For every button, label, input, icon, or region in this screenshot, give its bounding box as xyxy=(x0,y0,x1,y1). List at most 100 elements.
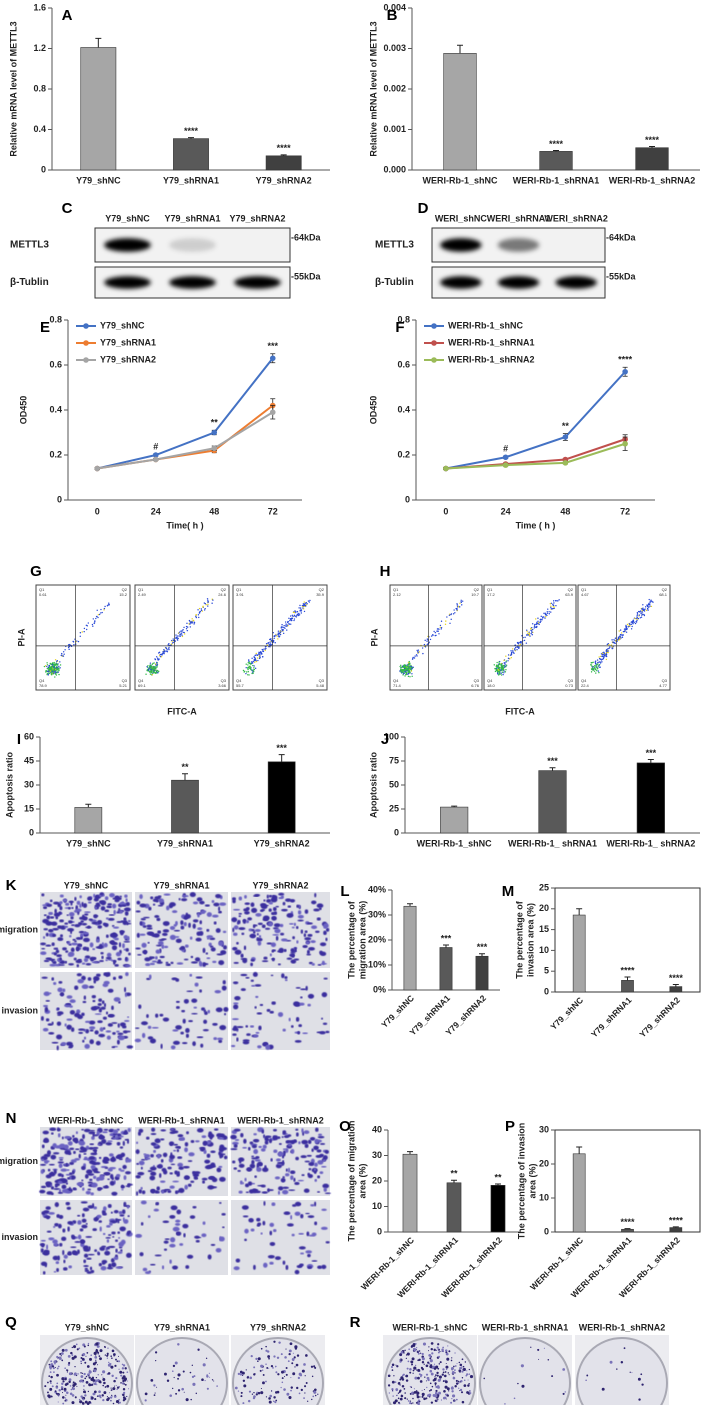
event-dot xyxy=(526,629,528,631)
colony xyxy=(417,1359,420,1362)
event-dot xyxy=(440,628,442,630)
event-dot xyxy=(176,639,179,641)
cell xyxy=(282,1260,286,1265)
colony xyxy=(107,1372,111,1375)
cell xyxy=(233,1025,238,1030)
cell xyxy=(286,913,294,918)
cell xyxy=(213,902,220,907)
colony xyxy=(96,1344,100,1348)
event-dot xyxy=(243,671,245,673)
cell xyxy=(172,1040,180,1045)
error-bar xyxy=(553,150,559,152)
colony xyxy=(417,1352,420,1355)
event-dot xyxy=(439,626,441,629)
colony xyxy=(530,1346,532,1348)
event-dot xyxy=(92,625,94,627)
colony xyxy=(85,1375,88,1378)
cell xyxy=(68,951,75,957)
colony xyxy=(448,1374,450,1376)
event-dot xyxy=(496,666,498,668)
colony xyxy=(71,1394,75,1397)
event-dot xyxy=(53,661,55,664)
cell xyxy=(291,926,295,929)
cell xyxy=(181,898,188,902)
colony xyxy=(285,1367,288,1370)
cell xyxy=(43,1153,51,1158)
event-dot xyxy=(553,606,555,608)
cell xyxy=(249,1163,256,1169)
colony xyxy=(61,1396,65,1399)
cell xyxy=(149,1166,157,1171)
colony xyxy=(216,1385,218,1387)
event-dot xyxy=(264,648,267,650)
quadrant-value: 63.9 xyxy=(565,592,574,597)
quadrant-value: 0.61 xyxy=(39,592,48,597)
cell xyxy=(66,1024,72,1030)
event-dot xyxy=(422,652,424,655)
event-dot xyxy=(650,599,652,601)
colony xyxy=(240,1391,243,1394)
colony xyxy=(185,1398,189,1402)
event-dot xyxy=(410,666,412,669)
cell xyxy=(241,1205,249,1210)
panel-letter: H xyxy=(380,563,391,580)
y-axis-label: invasion area (%) xyxy=(525,903,535,977)
colony xyxy=(396,1394,398,1396)
cell xyxy=(254,984,262,987)
colony xyxy=(404,1392,406,1394)
event-dot xyxy=(620,632,623,634)
flow-frame xyxy=(134,584,230,691)
event-dot xyxy=(48,664,51,667)
event-dot xyxy=(103,607,106,610)
event-dot xyxy=(503,659,505,662)
cell xyxy=(98,1156,102,1160)
cell xyxy=(46,1244,49,1250)
cell xyxy=(65,950,69,953)
cell xyxy=(178,897,181,901)
event-dot xyxy=(272,641,275,643)
cell xyxy=(202,1180,206,1184)
colony xyxy=(55,1392,58,1395)
cell xyxy=(271,1001,276,1005)
cell xyxy=(125,1171,131,1175)
colony xyxy=(117,1360,121,1363)
colony xyxy=(445,1368,448,1371)
cell xyxy=(97,1187,102,1192)
lane-label: Y79_shRNA2 xyxy=(229,213,285,223)
event-dot xyxy=(636,618,638,620)
cell xyxy=(211,1177,218,1183)
cell xyxy=(135,1233,143,1238)
cell xyxy=(111,903,117,909)
cell xyxy=(268,901,273,905)
colony xyxy=(95,1359,97,1361)
colony xyxy=(265,1396,268,1398)
cell xyxy=(118,1236,121,1239)
event-dot xyxy=(277,633,279,636)
event-dot xyxy=(518,646,520,648)
error-bar xyxy=(278,754,285,762)
event-dot xyxy=(297,613,299,615)
error-bar xyxy=(85,803,92,808)
colony xyxy=(79,1400,83,1404)
cell xyxy=(274,1256,281,1260)
y-tick-label: 60 xyxy=(24,731,34,741)
cell xyxy=(89,1143,95,1146)
cell xyxy=(233,908,241,911)
cell xyxy=(190,955,194,959)
y-axis-label: migration area (%) xyxy=(357,901,367,980)
column-label: Y79_shNC xyxy=(65,1322,110,1332)
event-dot xyxy=(146,666,148,668)
event-dot xyxy=(503,672,505,674)
colony xyxy=(395,1388,399,1391)
flow-frame xyxy=(577,584,671,691)
legend-label: WERI-Rb-1_shRNA1 xyxy=(448,337,535,347)
cell xyxy=(80,1242,85,1248)
significance: *** xyxy=(646,748,657,758)
cell xyxy=(87,1188,92,1191)
event-dot xyxy=(635,620,637,623)
cell xyxy=(101,955,104,960)
cell xyxy=(75,936,82,940)
event-dot xyxy=(502,666,505,668)
cell xyxy=(88,1020,96,1025)
event-dot xyxy=(245,663,247,665)
